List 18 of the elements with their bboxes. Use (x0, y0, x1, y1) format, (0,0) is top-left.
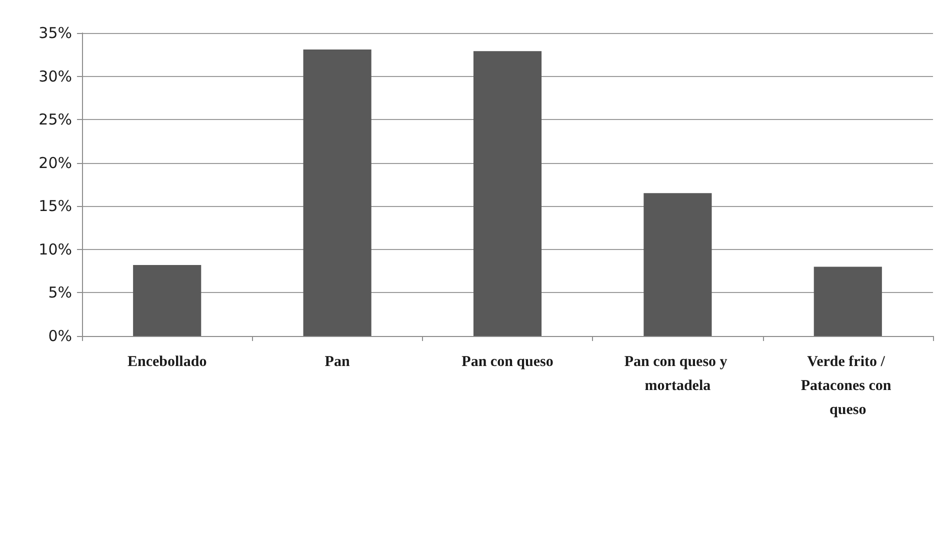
y-tick-label: 0% (48, 327, 72, 345)
bar (133, 265, 202, 336)
y-tick-label: 10% (38, 240, 72, 258)
bar (814, 266, 882, 336)
bar (644, 193, 712, 336)
y-tick-label: 20% (38, 154, 72, 172)
x-tick-label: Pan con queso y mortadela (624, 354, 732, 394)
bar (303, 49, 372, 336)
bar (473, 51, 542, 336)
x-tick-label: Encebollado (128, 354, 207, 370)
x-tick-label: Pan con queso (462, 354, 554, 370)
x-tick-label: Pan (324, 354, 350, 370)
y-tick-label: 5% (48, 284, 72, 302)
y-tick-label: 25% (38, 110, 72, 129)
x-tick-label: Verde frito / Patacones con queso (800, 354, 895, 418)
y-tick-label: 30% (38, 67, 72, 86)
y-tick-label: 35% (38, 24, 72, 42)
y-tick-label: 15% (38, 197, 72, 216)
